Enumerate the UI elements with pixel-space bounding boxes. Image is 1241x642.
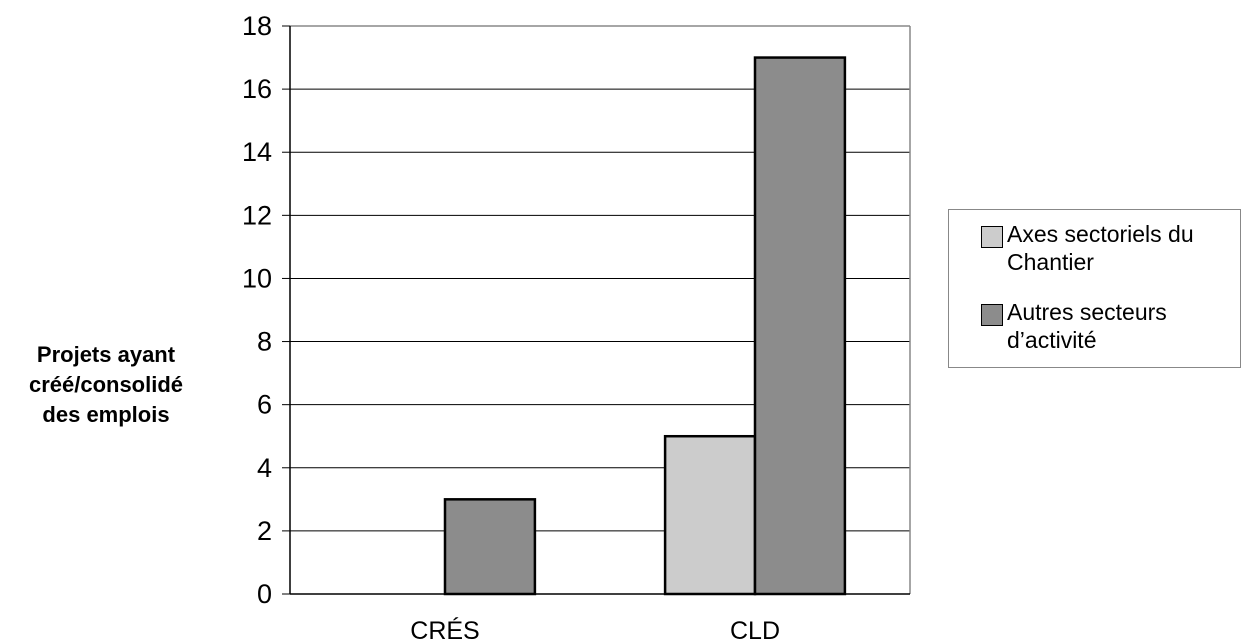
y-tick-label: 10 [242, 263, 272, 293]
y-axis-label: Projets ayant créé/consolidé des emplois [6, 340, 206, 430]
legend-swatch-light-gray [981, 226, 1003, 248]
y-tick-labels: 0 2 4 6 8 10 12 14 16 18 [242, 11, 272, 609]
bars [443, 56, 847, 596]
legend-item-axes-sectoriels: Axes sectoriels du Chantier [981, 220, 1237, 276]
x-tick-label: CLD [730, 617, 780, 642]
bar-crés-series-2 [443, 498, 537, 596]
legend-item-autres-secteurs: Autres secteurs d’activité [981, 298, 1237, 354]
y-tick-label: 16 [242, 74, 272, 104]
legend-label: Axes sectoriels du Chantier [1007, 220, 1237, 276]
y-tick-label: 14 [242, 137, 272, 167]
legend-label-line: Chantier [1007, 249, 1094, 275]
y-axis-label-line-2: créé/consolidé [28, 372, 184, 397]
x-tick-labels: CRÉS CLD [410, 616, 780, 642]
bar-cld-series-2 [753, 56, 847, 596]
y-tick-label: 4 [257, 453, 272, 483]
legend-label-line: Axes sectoriels du [1007, 221, 1194, 247]
axes [282, 25, 911, 595]
legend-swatch-dark-gray [981, 304, 1003, 326]
y-tick-label: 2 [257, 516, 272, 546]
y-axis-label-line-3: des emplois [42, 402, 170, 427]
legend-label-line: d’activité [1007, 327, 1097, 353]
y-tick-label: 12 [242, 200, 272, 230]
bar-cld-series-1 [663, 434, 757, 596]
y-tick-label: 0 [257, 579, 272, 609]
legend-label-line: Autres secteurs [1007, 299, 1167, 325]
y-tick-label: 6 [257, 390, 272, 420]
y-axis-label-line-1: Projets ayant [36, 342, 176, 367]
y-tick-label: 18 [242, 11, 272, 41]
x-tick-label: CRÉS [410, 616, 479, 642]
legend: Axes sectoriels du Chantier Autres secte… [948, 209, 1241, 368]
y-tick-label: 8 [257, 327, 272, 357]
legend-label: Autres secteurs d’activité [1007, 298, 1237, 354]
